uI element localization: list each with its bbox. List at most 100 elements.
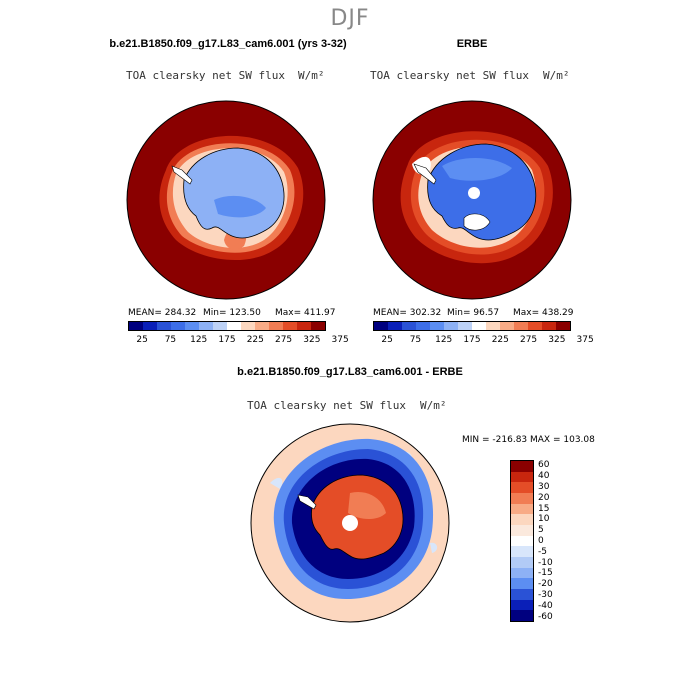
model-colorbar-swatch-12 [297, 322, 311, 330]
model-colorbar-swatch-0 [129, 322, 143, 330]
diff-colorbar-swatch-4 [511, 503, 533, 515]
diff-colorbar-ticks: 60 40 30 20 15 10 5 0 -5 -10 -15 -20 -30 -40 -60 [538, 460, 578, 622]
diff-colorbar-tick-label: -30 [538, 590, 553, 600]
model-peninsula [171, 165, 193, 185]
diff-colorbar-tick-label: -5 [538, 546, 547, 557]
obs-colorbar-swatch-11 [528, 322, 542, 330]
obs-colorbar-swatch-9 [500, 322, 514, 330]
diff-polar-map [250, 423, 450, 623]
diff-colorbar-tick-label: 40 [538, 471, 550, 482]
diff-colorbar-swatch-0 [511, 461, 533, 472]
model-colorbar-tick-label: 375 [331, 335, 349, 345]
diff-colorbar-swatch-9 [511, 557, 533, 568]
obs-colorbar-swatch-12 [542, 322, 556, 330]
diff-colorbar-swatch-13 [511, 599, 533, 611]
obs-colorbar-tick-label: 225 [491, 335, 509, 345]
model-colorbar-swatch-4 [185, 322, 199, 330]
model-units-label: W/m² [298, 69, 325, 82]
model-colorbar-swatch-1 [143, 322, 157, 330]
obs-colorbar-swatch-7 [472, 322, 486, 330]
model-colorbar-tick-label: 175 [218, 335, 236, 345]
obs-colorbar-swatch-0 [374, 322, 388, 330]
diff-colorbar-tick-label: 30 [538, 482, 550, 492]
model-colorbar-swatch-9 [255, 322, 269, 330]
model-colorbar-tick-label: 325 [303, 335, 321, 345]
obs-colorbar-tick-label: 325 [548, 335, 566, 345]
diff-colorbar-swatch-12 [511, 589, 533, 600]
model-colorbar-swatch-10 [269, 322, 283, 330]
model-colorbar-swatch-11 [283, 322, 297, 330]
diff-colorbar-tick-label: -20 [538, 579, 553, 590]
obs-min-label: Min= 96.57 [447, 308, 500, 318]
diff-map-border [250, 423, 450, 623]
model-colorbar-swatch-7 [227, 322, 241, 330]
model-colorbar-swatch-3 [171, 322, 185, 330]
obs-colorbar-tick-label: 275 [519, 335, 538, 345]
model-colorbar-tick-label: 125 [190, 335, 208, 345]
model-map-border [126, 100, 326, 300]
obs-colorbar-swatch-6 [458, 322, 472, 330]
obs-polar-map [372, 100, 572, 300]
obs-colorbar-tick-label: 125 [435, 335, 453, 345]
diff-colorbar-tick-label: 15 [538, 503, 550, 514]
diff-colorbar-tick-label: 0 [538, 536, 544, 546]
obs-panel-title: ERBE [456, 38, 488, 50]
obs-colorbar-swatch-8 [486, 322, 500, 330]
diff-colorbar-swatch-1 [511, 471, 533, 483]
model-continent-fill [183, 147, 285, 239]
obs-colorbar-swatch-2 [402, 322, 416, 330]
model-mean-label: MEAN= 284.32 [128, 308, 197, 318]
obs-colorbar-tick-label: 25 [381, 335, 393, 345]
diff-colorbar-tick-label: 10 [538, 514, 550, 525]
model-max-label: Max= 411.97 [275, 308, 336, 318]
model-colorbar-swatch-2 [157, 322, 171, 330]
model-colorbar-swatch-5 [199, 322, 213, 330]
diff-minmax-label: MIN = -216.83 MAX = 103.08 [462, 435, 595, 445]
model-colorbar-tick-label: 275 [274, 335, 293, 345]
obs-colorbar-tick-label: 175 [463, 335, 481, 345]
diff-colorbar-swatch-11 [511, 578, 533, 590]
model-min-label: Min= 123.50 [203, 308, 261, 318]
model-colorbar [128, 321, 326, 331]
model-variable-label: TOA clearsky net SW flux [126, 69, 285, 82]
obs-colorbar-swatch-10 [514, 322, 528, 330]
diff-colorbar-swatch-14 [511, 610, 533, 622]
obs-colorbar-tick-label: 75 [409, 335, 422, 345]
obs-colorbar-tick-label: 375 [576, 335, 594, 345]
diff-colorbar-tick-label: -10 [538, 557, 553, 568]
obs-colorbar-swatch-4 [430, 322, 444, 330]
model-colorbar-ticks: 25 75 125 175 225 275 325 375 [128, 335, 348, 347]
diff-variable-label: TOA clearsky net SW flux [247, 399, 406, 412]
diff-colorbar-swatch-5 [511, 514, 533, 526]
diff-interior-band [348, 491, 386, 519]
diff-panel-title: b.e21.B1850.f09_g17.L83_cam6.001 - ERBE [237, 366, 463, 378]
season-title: DJF [330, 6, 370, 31]
model-colorbar-tick-label: 25 [136, 335, 148, 345]
obs-ice-shelf [463, 213, 491, 231]
diff-colorbar-swatch-3 [511, 493, 533, 504]
obs-variable-label: TOA clearsky net SW flux [370, 69, 529, 82]
diff-colorbar [510, 460, 534, 622]
diff-colorbar-swatch-10 [511, 567, 533, 579]
obs-mean-label: MEAN= 302.32 [373, 308, 442, 318]
model-colorbar-swatch-8 [241, 322, 255, 330]
diff-units-label: W/m² [420, 399, 447, 412]
diff-colorbar-swatch-2 [511, 482, 533, 494]
model-colorbar-swatch-6 [213, 322, 227, 330]
diff-colorbar-swatch-6 [511, 525, 533, 536]
model-colorbar-tick-label: 225 [246, 335, 264, 345]
diff-peninsula [297, 494, 317, 510]
obs-peninsula [413, 163, 437, 185]
obs-map-border [372, 100, 572, 300]
diff-colorbar-tick-label: 5 [538, 525, 544, 536]
obs-colorbar-ticks: 25 75 125 175 225 275 325 375 [373, 335, 593, 347]
obs-colorbar-swatch-1 [388, 322, 402, 330]
model-colorbar-swatch-13 [311, 322, 325, 330]
diff-colorbar-tick-label: -15 [538, 568, 553, 579]
diff-polar-hole [342, 515, 358, 531]
diff-colorbar-swatch-7 [511, 535, 533, 547]
model-colorbar-tick-label: 75 [164, 335, 177, 345]
obs-units-label: W/m² [543, 69, 570, 82]
obs-max-label: Max= 438.29 [513, 308, 574, 318]
model-panel-title: b.e21.B1850.f09_g17.L83_cam6.001 (yrs 3-… [109, 38, 347, 50]
